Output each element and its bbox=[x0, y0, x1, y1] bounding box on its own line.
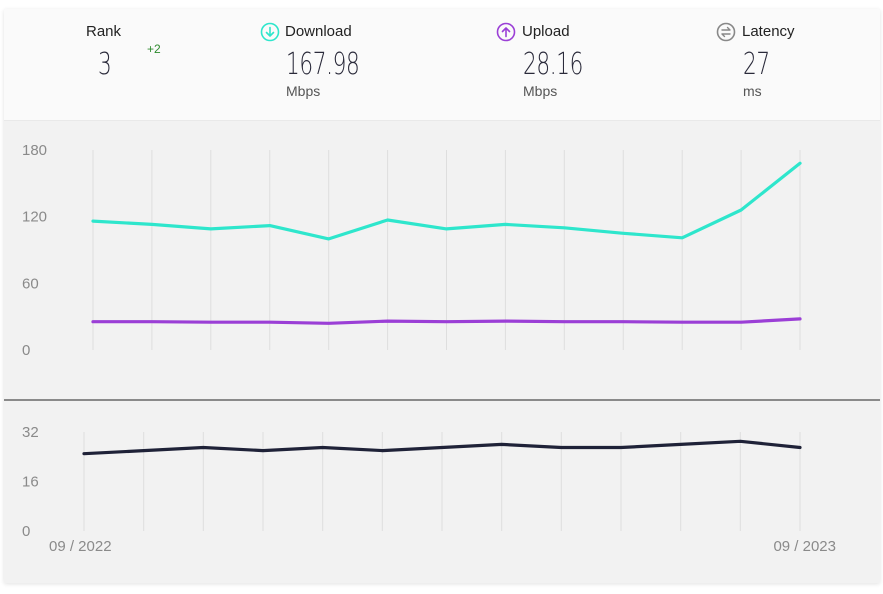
upload-value: 28.16 bbox=[523, 47, 584, 82]
download-label: Download bbox=[285, 23, 352, 40]
latency-label: Latency bbox=[742, 23, 795, 40]
series-line-upload bbox=[91, 317, 802, 325]
upload-unit: Mbps bbox=[523, 83, 558, 99]
latency-unit: ms bbox=[743, 83, 762, 99]
series-line-latency bbox=[82, 439, 802, 456]
latency-value: 27 bbox=[743, 47, 770, 82]
x-start-label: 09 / 2022 bbox=[49, 538, 112, 555]
download-unit: Mbps bbox=[286, 83, 321, 99]
y-tick-label: 0 bbox=[22, 523, 30, 540]
y-tick-label: 120 bbox=[22, 209, 47, 226]
download-arrow-icon bbox=[260, 22, 280, 42]
x-end-label: 09 / 2023 bbox=[773, 538, 836, 555]
latency-swap-icon bbox=[716, 22, 736, 42]
rank-value: 3 bbox=[98, 47, 112, 82]
download-value: 167.98 bbox=[286, 47, 360, 82]
series-line-download bbox=[91, 161, 802, 241]
rank-change-badge: +2 bbox=[147, 42, 161, 56]
rank-label: Rank bbox=[86, 23, 122, 40]
speed-history-chart: 0 60 120 180 0 16 32 09 / 2022 09 / 2023 bbox=[4, 142, 880, 555]
upload-arrow-icon bbox=[496, 22, 516, 42]
y-tick-label: 16 bbox=[22, 474, 39, 491]
y-tick-label: 180 bbox=[22, 142, 47, 159]
upload-label: Upload bbox=[522, 23, 570, 40]
y-tick-label: 60 bbox=[22, 275, 39, 292]
y-tick-label: 32 bbox=[22, 424, 39, 441]
stats-header: Rank 3 +2 Download 167.98 Mbps Upload 28… bbox=[4, 9, 880, 121]
y-tick-label: 0 bbox=[22, 342, 30, 359]
speed-card: Rank 3 +2 Download 167.98 Mbps Upload 28… bbox=[4, 9, 880, 583]
